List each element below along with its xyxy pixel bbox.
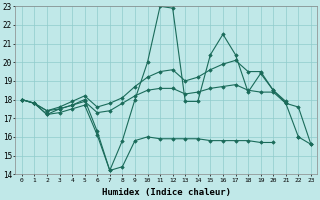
X-axis label: Humidex (Indice chaleur): Humidex (Indice chaleur) xyxy=(102,188,231,197)
